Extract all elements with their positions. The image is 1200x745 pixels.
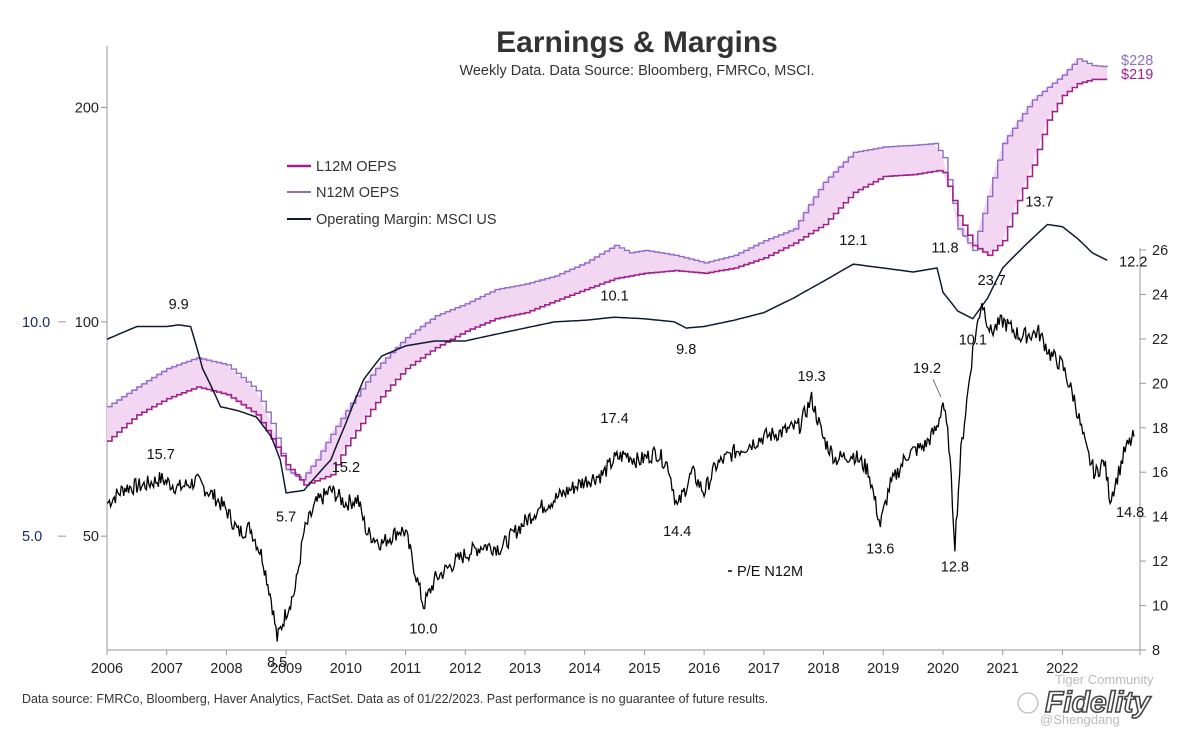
x-tick-label: 2014 xyxy=(569,661,601,677)
pe-tick-label: 12 xyxy=(1152,554,1168,570)
data-annotation: 12.1 xyxy=(839,233,867,249)
pe-n12m-line xyxy=(106,303,1135,642)
pe-series-label: P/E N12M xyxy=(737,564,803,580)
logo-wordmark: Fidelity xyxy=(1045,686,1151,719)
left-margin-axis-ticks: 10.0 5.0 xyxy=(22,315,66,545)
pe-tick-label: 26 xyxy=(1152,243,1168,259)
pe-tick-label: 16 xyxy=(1152,465,1168,481)
data-annotation: 15.7 xyxy=(147,447,175,463)
data-annotation: 13.6 xyxy=(866,542,894,558)
pe-tick-label: 20 xyxy=(1152,376,1168,392)
data-annotation: 8.5 xyxy=(267,655,287,671)
x-tick-label: 2010 xyxy=(330,661,362,677)
data-annotation: 13.7 xyxy=(1025,194,1053,210)
fidelity-logo: Fidelity xyxy=(1017,685,1152,720)
x-tick-label: 2009 xyxy=(270,661,302,677)
legend-label-l12m: L12M OEPS xyxy=(316,159,397,175)
x-tick-label: 2012 xyxy=(449,661,481,677)
x-tick-label: 2018 xyxy=(807,661,839,677)
eps-band-fill xyxy=(107,58,1108,486)
data-annotation: 23.7 xyxy=(978,273,1006,289)
data-annotation: 19.2 xyxy=(913,361,941,377)
x-tick-label: 2007 xyxy=(151,661,183,677)
x-tick-label: 2021 xyxy=(987,661,1019,677)
n12m-eps-line xyxy=(107,58,1108,481)
data-annotation: 11.8 xyxy=(931,241,958,257)
chart-legend: L12M OEPS N12M OEPS Operating Margin: MS… xyxy=(287,159,497,228)
data-annotation: 12.2 xyxy=(1119,254,1147,270)
chart-annotations: 9.9 5.7 10.1 9.8 12.1 11.8 10.1 13.7 12.2 15.7 8.5… xyxy=(147,194,1148,670)
chart-subtitle: Weekly Data. Data Source: Bloomberg, FMR… xyxy=(459,63,814,79)
data-annotation: 9.9 xyxy=(169,297,189,313)
margin-tick-label: 5.0 xyxy=(22,529,42,545)
logo-orb-icon xyxy=(1017,692,1039,714)
data-annotation: 10.1 xyxy=(959,333,987,349)
x-tick-label: 2015 xyxy=(628,661,660,677)
data-annotation: 19.3 xyxy=(797,369,825,385)
data-annotation: 10.0 xyxy=(409,622,437,638)
pe-tick-label: 22 xyxy=(1152,332,1168,348)
eps-tick-label: 100 xyxy=(75,315,99,331)
n12m-end-label: $228 xyxy=(1121,53,1153,69)
x-tick-label: 2020 xyxy=(927,661,959,677)
data-annotation: 10.1 xyxy=(600,289,628,305)
pe-tick-label: 10 xyxy=(1152,599,1168,615)
pe-tick-label: 14 xyxy=(1152,510,1168,526)
right-pe-axis-ticks: 26 24 22 20 18 16 14 12 10 8 xyxy=(1140,243,1168,659)
l12m-eps-line xyxy=(107,78,1108,486)
pe-tick-label: 18 xyxy=(1152,421,1168,437)
operating-margin-line xyxy=(106,223,1108,494)
x-tick-label: 2019 xyxy=(867,661,899,677)
x-tick-label: 2006 xyxy=(91,661,123,677)
margin-tick-label: 10.0 xyxy=(22,315,50,331)
data-annotation: 5.7 xyxy=(276,510,296,526)
pe-tick-label: 8 xyxy=(1152,643,1160,659)
annotation-leader xyxy=(932,378,942,398)
x-tick-label: 2017 xyxy=(748,661,780,677)
x-tick-label: 2008 xyxy=(210,661,242,677)
legend-label-margin: Operating Margin: MSCI US xyxy=(316,212,497,228)
footer-source-note: Data source: FMRCo, Bloomberg, Haver Ana… xyxy=(22,692,768,706)
data-annotation: 15.2 xyxy=(332,460,360,476)
data-annotation: 14.8 xyxy=(1116,505,1144,521)
data-annotation: 9.8 xyxy=(676,342,696,358)
x-tick-label: 2013 xyxy=(509,661,541,677)
l12m-end-label: $219 xyxy=(1121,67,1153,83)
watermark-bottom: @Shengdang xyxy=(1040,712,1120,727)
eps-tick-label: 50 xyxy=(83,529,99,545)
watermark-top: Tiger Community xyxy=(1055,672,1154,687)
data-annotation: 12.8 xyxy=(941,559,969,575)
x-tick-label: 2016 xyxy=(688,661,720,677)
pe-tick-label: 24 xyxy=(1152,287,1168,303)
data-annotation: 17.4 xyxy=(600,411,628,427)
x-tick-label: 2022 xyxy=(1046,661,1078,677)
eps-tick-label: 200 xyxy=(75,100,99,116)
legend-label-n12m: N12M OEPS xyxy=(316,185,399,201)
x-axis-ticks: 2006 2007 2008 2009 2010 2011 2012 2013 2014 2015… xyxy=(91,650,1141,677)
chart-title: Earnings & Margins xyxy=(496,26,778,59)
x-tick-label: 2011 xyxy=(390,661,421,677)
data-annotation: 14.4 xyxy=(663,524,691,540)
left-eps-axis-ticks: 200 100 50 xyxy=(75,100,107,545)
